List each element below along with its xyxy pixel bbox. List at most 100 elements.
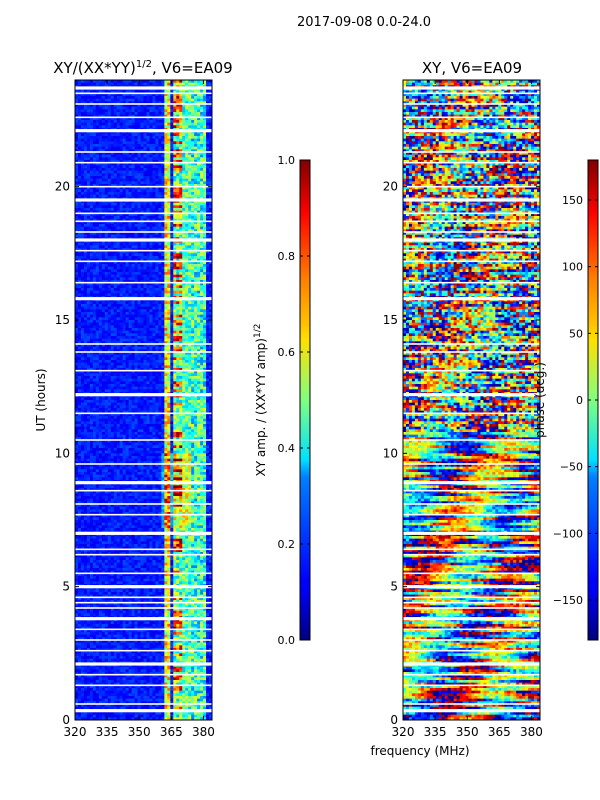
amp-heatmap-cell bbox=[161, 314, 165, 318]
amp-heatmap-cell bbox=[119, 101, 124, 105]
amp-heatmap-cell bbox=[128, 264, 132, 268]
amp-heatmap-cell bbox=[209, 266, 213, 270]
amp-heatmap-cell bbox=[131, 144, 135, 148]
amp-heatmap-cell bbox=[77, 178, 82, 182]
amp-heatmap-cell bbox=[86, 141, 91, 145]
amp-heatmap-cell bbox=[176, 280, 180, 284]
amp-heatmap-cell bbox=[80, 160, 85, 164]
amp-heatmap-cell bbox=[137, 149, 141, 153]
amp-heatmap-cell bbox=[80, 170, 85, 174]
amp-heatmap-cell bbox=[161, 82, 165, 86]
amp-heatmap-cell bbox=[83, 290, 88, 294]
amp-heatmap-cell bbox=[110, 322, 115, 326]
amp-heatmap-cell bbox=[140, 229, 144, 233]
amp-heatmap-cell bbox=[200, 173, 204, 177]
amp-heatmap-cell bbox=[209, 160, 213, 164]
amp-heatmap-cell bbox=[152, 213, 156, 217]
amp-heatmap-cell bbox=[104, 325, 109, 329]
amp-heatmap-cell bbox=[197, 146, 201, 150]
amp-heatmap-cell bbox=[86, 264, 91, 268]
amp-heatmap-cell bbox=[122, 210, 127, 214]
amp-heatmap-cell bbox=[170, 352, 174, 356]
amp-heatmap-cell bbox=[80, 82, 85, 86]
amp-heatmap-cell bbox=[131, 333, 135, 337]
amp-heatmap-cell bbox=[125, 333, 130, 337]
amp-heatmap-cell bbox=[113, 93, 118, 97]
amp-heatmap-cell bbox=[107, 82, 112, 86]
amp-heatmap-cell bbox=[92, 362, 97, 366]
amp-heatmap-cell bbox=[89, 261, 94, 265]
amp-heatmap-cell bbox=[107, 104, 112, 108]
amp-heatmap-cell bbox=[92, 144, 97, 148]
amp-heatmap-cell bbox=[179, 120, 183, 124]
amp-heatmap-cell bbox=[155, 274, 159, 278]
amp-heatmap-cell bbox=[146, 226, 150, 230]
amp-heatmap-cell bbox=[203, 322, 207, 326]
amp-heatmap-cell bbox=[131, 317, 135, 321]
amp-heatmap-cell bbox=[95, 136, 100, 140]
amp-heatmap-cell bbox=[152, 165, 156, 169]
amp-heatmap-cell bbox=[95, 216, 100, 220]
amp-heatmap-cell bbox=[89, 368, 94, 372]
amp-heatmap-cell bbox=[131, 250, 135, 254]
amp-heatmap-cell bbox=[122, 309, 127, 313]
amp-heatmap-cell bbox=[122, 280, 127, 284]
amp-heatmap-cell bbox=[185, 261, 189, 265]
amp-heatmap-cell bbox=[116, 80, 121, 84]
amp-heatmap-cell bbox=[203, 173, 207, 177]
amp-heatmap-cell bbox=[89, 112, 94, 116]
amp-heatmap-cell bbox=[155, 258, 159, 262]
amp-heatmap-cell bbox=[80, 232, 85, 236]
amp-heatmap-cell bbox=[143, 122, 147, 126]
amp-heatmap-cell bbox=[107, 136, 112, 140]
amp-heatmap-cell bbox=[77, 280, 82, 284]
amp-heatmap-cell bbox=[185, 101, 189, 105]
amp-heatmap-cell bbox=[89, 293, 94, 297]
amp-heatmap-cell bbox=[131, 122, 135, 126]
amp-heatmap-cell bbox=[86, 189, 91, 193]
amp-heatmap-cell bbox=[137, 184, 141, 188]
amp-heatmap-cell bbox=[119, 216, 124, 220]
amp-heatmap-cell bbox=[179, 184, 183, 188]
amp-heatmap-cell bbox=[95, 357, 100, 361]
amp-heatmap-cell bbox=[125, 349, 130, 353]
amp-heatmap-cell bbox=[176, 202, 180, 206]
amp-heatmap-cell bbox=[122, 272, 127, 276]
amp-heatmap-cell bbox=[146, 202, 150, 206]
amp-heatmap-cell bbox=[176, 213, 180, 217]
amp-heatmap-cell bbox=[200, 218, 204, 222]
amp-heatmap-cell bbox=[146, 261, 150, 265]
amp-heatmap-cell bbox=[125, 245, 130, 249]
amp-heatmap-cell bbox=[191, 317, 195, 321]
amp-heatmap-cell bbox=[182, 285, 186, 289]
amp-heatmap-cell bbox=[80, 277, 85, 281]
amp-heatmap-cell bbox=[92, 186, 97, 190]
amp-heatmap-cell bbox=[75, 272, 79, 276]
amp-heatmap-cell bbox=[143, 312, 147, 316]
amp-heatmap-cell bbox=[182, 112, 186, 116]
amp-heatmap-cell bbox=[86, 165, 91, 169]
amp-heatmap-cell bbox=[158, 229, 162, 233]
amp-heatmap-cell bbox=[113, 264, 118, 268]
amp-heatmap-cell bbox=[173, 248, 177, 252]
amp-heatmap-cell bbox=[158, 210, 162, 214]
amp-heatmap-cell bbox=[206, 266, 210, 270]
amp-heatmap-cell bbox=[167, 266, 171, 270]
amp-heatmap-cell bbox=[86, 325, 91, 329]
amp-heatmap-cell bbox=[152, 162, 156, 166]
amp-heatmap-cell bbox=[83, 226, 88, 230]
amp-heatmap-cell bbox=[128, 306, 132, 310]
amp-heatmap-cell bbox=[125, 338, 130, 342]
amp-heatmap-cell bbox=[194, 122, 198, 126]
amp-heatmap-cell bbox=[191, 152, 195, 156]
amp-heatmap-cell bbox=[170, 248, 174, 252]
amp-heatmap-cell bbox=[188, 280, 192, 284]
amp-heatmap-cell bbox=[191, 272, 195, 276]
amp-heatmap-cell bbox=[131, 349, 135, 353]
amp-heatmap-cell bbox=[185, 314, 189, 318]
amp-heatmap-cell bbox=[101, 272, 106, 276]
amp-heatmap-cell bbox=[182, 208, 186, 212]
amp-heatmap-cell bbox=[164, 330, 168, 334]
amp-heatmap-cell bbox=[101, 274, 106, 278]
amp-heatmap-cell bbox=[182, 194, 186, 198]
